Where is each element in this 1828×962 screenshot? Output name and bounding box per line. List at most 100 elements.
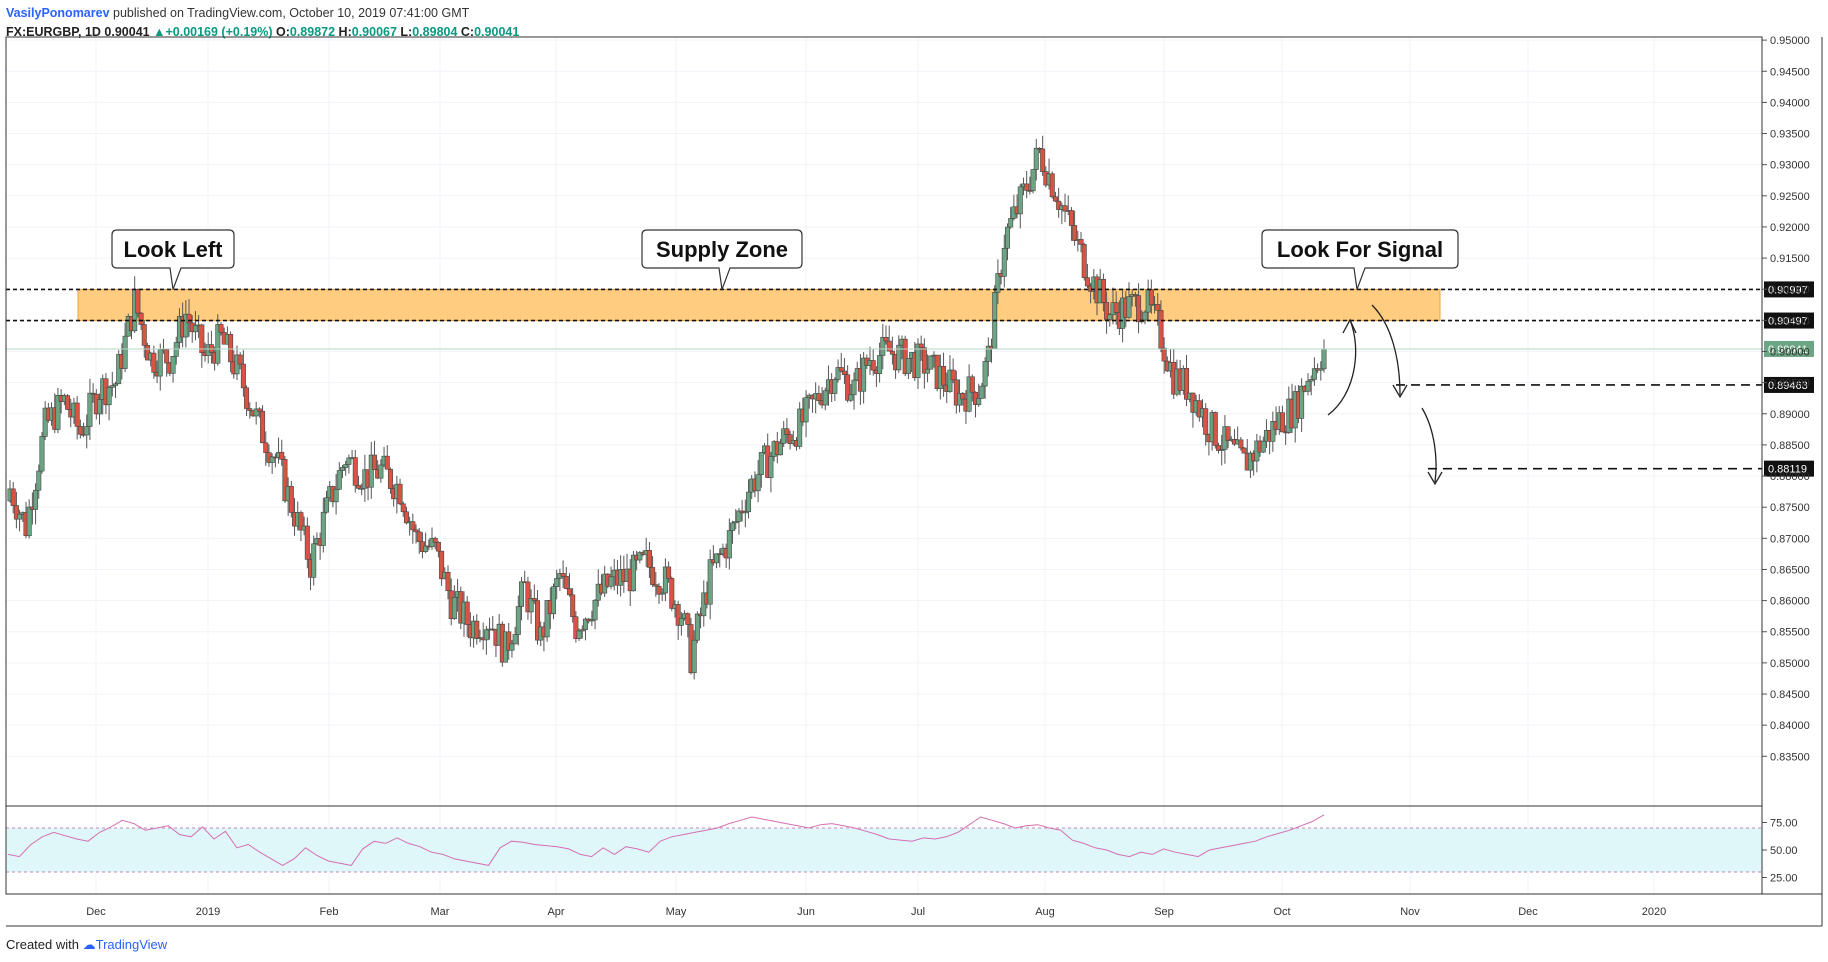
candle-down: [573, 616, 579, 639]
candle-down: [1132, 294, 1138, 296]
candle-up: [691, 639, 697, 674]
tradingview-brand-link[interactable]: TradingView: [95, 937, 168, 952]
candle-up: [925, 368, 931, 374]
candle-up: [777, 442, 783, 456]
callout-label: Look For Signal: [1277, 237, 1443, 262]
candle-up: [822, 390, 828, 406]
open-label: O:: [275, 25, 290, 39]
projection-arrows: [1327, 304, 1443, 486]
candle-up: [551, 586, 557, 615]
candle-down: [1148, 289, 1154, 306]
candle-down: [666, 566, 672, 579]
candle-down: [138, 312, 144, 325]
candle-down: [282, 459, 288, 502]
candle-down: [1078, 239, 1084, 245]
annotation-callouts: Look Left Supply Zone Look For Signal: [111, 229, 1459, 290]
candle-up: [509, 643, 515, 651]
candle-up: [637, 552, 643, 561]
candle-up: [515, 606, 521, 635]
candle-up: [1008, 218, 1014, 228]
candle-down: [1161, 347, 1167, 362]
price-tick-label: 0.83500: [1770, 751, 1810, 763]
candle-up: [758, 452, 764, 475]
author-link[interactable]: VasilyPonomarev: [6, 6, 110, 20]
candle-down: [244, 387, 250, 409]
candle-down: [304, 525, 310, 560]
candle-down: [953, 379, 959, 406]
candle-up: [1321, 348, 1327, 370]
candle-down: [1184, 368, 1190, 400]
candle-up: [1308, 379, 1314, 382]
rsi-line: [7, 814, 1325, 866]
level-price-tag: [1764, 281, 1814, 298]
rsi-band: [6, 828, 1762, 872]
candle-down: [279, 451, 285, 460]
up-arrow-icon: ▲: [153, 25, 166, 39]
candle-up: [979, 385, 985, 399]
low-value: 0.89804: [412, 25, 458, 39]
candle-down: [288, 486, 294, 513]
candle-up: [746, 491, 752, 513]
candle-down: [237, 354, 243, 365]
candle-up: [554, 578, 560, 588]
candle-up: [982, 361, 988, 387]
arrow-up-curve: [1327, 319, 1357, 416]
candle-up: [1247, 452, 1253, 471]
candle-down: [883, 337, 889, 342]
candle-down: [1241, 447, 1247, 454]
candle-up: [1311, 368, 1317, 380]
arrow-down-curve-2: [1421, 407, 1437, 483]
candle-down: [563, 576, 569, 589]
candle-up: [678, 618, 684, 626]
candle-up: [579, 629, 585, 632]
level-price-label: 0.90497: [1768, 316, 1808, 328]
publish-info: published on TradingView.com, October 10…: [113, 6, 470, 20]
time-tick-label: 2020: [1642, 906, 1666, 918]
candle-up: [1004, 226, 1010, 249]
candle-down: [653, 584, 659, 587]
candle-up: [995, 273, 1001, 293]
candle-up: [797, 408, 803, 447]
time-tick-label: Nov: [1400, 906, 1420, 918]
rsi-panel: [6, 805, 1762, 873]
candle-up: [1017, 186, 1023, 215]
tradingview-logo-icon: ☁: [82, 937, 96, 952]
candle-down: [247, 408, 253, 411]
candle-up: [582, 618, 588, 630]
candle-down: [10, 488, 16, 506]
candle-up: [781, 428, 787, 444]
candle-down: [816, 393, 822, 401]
price-tick-label: 0.91000: [1770, 284, 1810, 296]
candle-down: [1225, 426, 1231, 442]
candle-up: [733, 521, 739, 524]
candle-up: [333, 488, 339, 503]
candle-up: [109, 385, 115, 388]
candle-up: [714, 553, 720, 564]
candle-up: [928, 355, 934, 370]
candle-up: [1305, 380, 1311, 392]
arrow-down-curve-1: [1371, 304, 1401, 396]
candle-down: [218, 324, 224, 333]
candle-up: [905, 358, 911, 375]
candle-up: [87, 392, 93, 427]
candle-up: [947, 369, 953, 392]
ohlc-line: FX:EURGBP, 1D 0.90041 ▲+0.00169 (+0.19%)…: [6, 25, 519, 40]
candle-up: [1033, 147, 1039, 170]
candle-down: [646, 550, 652, 568]
candle-up: [528, 598, 534, 613]
candle-down: [199, 324, 205, 353]
callout-box: [111, 229, 235, 290]
candle-down: [787, 434, 793, 444]
candle-up: [33, 489, 39, 510]
candle-up: [97, 399, 103, 415]
candle-down: [464, 601, 470, 625]
candle-up: [36, 470, 42, 491]
rsi-tick-label: 25.00: [1770, 873, 1798, 885]
candle-down: [570, 594, 576, 617]
candle-up: [234, 354, 240, 375]
candle-up: [320, 511, 326, 546]
candle-down: [1104, 302, 1110, 320]
candle-up: [768, 456, 774, 478]
price-tick-label: 0.85000: [1770, 658, 1810, 670]
